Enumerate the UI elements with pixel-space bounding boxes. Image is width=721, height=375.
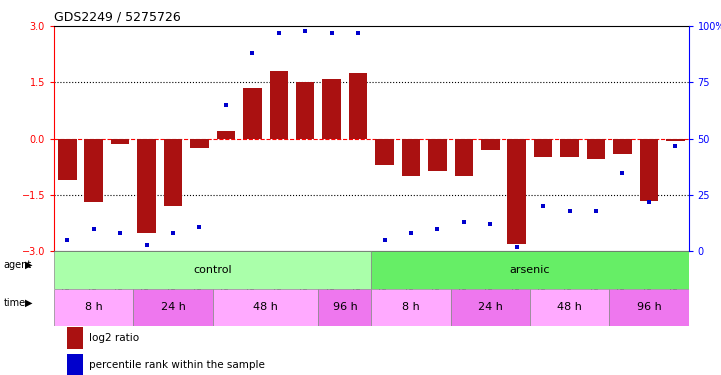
Text: ▶: ▶ bbox=[25, 297, 32, 307]
Point bbox=[247, 50, 258, 56]
Bar bbox=[84, 139, 103, 202]
Bar bbox=[613, 139, 632, 154]
Point bbox=[167, 230, 179, 236]
Bar bbox=[54, 289, 133, 326]
Point bbox=[564, 208, 575, 214]
Point bbox=[405, 230, 417, 236]
Text: 24 h: 24 h bbox=[478, 303, 503, 312]
Bar bbox=[451, 289, 530, 326]
Point bbox=[326, 30, 337, 36]
Text: time: time bbox=[4, 297, 26, 307]
Point bbox=[88, 226, 99, 232]
Point bbox=[379, 237, 390, 243]
Text: 8 h: 8 h bbox=[85, 303, 102, 312]
Bar bbox=[243, 88, 262, 139]
Bar bbox=[67, 354, 83, 375]
Bar bbox=[587, 139, 605, 159]
Point bbox=[115, 230, 126, 236]
Bar bbox=[67, 327, 83, 349]
Bar bbox=[402, 139, 420, 176]
Bar bbox=[111, 139, 129, 144]
Bar bbox=[560, 139, 579, 158]
Text: agent: agent bbox=[4, 260, 32, 270]
Point bbox=[485, 221, 496, 227]
Bar bbox=[216, 131, 235, 139]
Bar bbox=[54, 251, 371, 289]
Bar bbox=[137, 139, 156, 232]
Point bbox=[616, 170, 628, 176]
Point bbox=[537, 203, 549, 209]
Bar bbox=[213, 289, 319, 326]
Point bbox=[141, 242, 152, 248]
Bar bbox=[58, 139, 76, 180]
Bar bbox=[534, 139, 552, 158]
Bar bbox=[164, 139, 182, 206]
Point bbox=[299, 28, 311, 34]
Text: GDS2249 / 5275726: GDS2249 / 5275726 bbox=[54, 11, 181, 24]
Bar bbox=[371, 289, 451, 326]
Point bbox=[194, 224, 205, 230]
Bar bbox=[375, 139, 394, 165]
Text: 96 h: 96 h bbox=[637, 303, 661, 312]
Bar bbox=[322, 79, 341, 139]
Text: ▶: ▶ bbox=[25, 260, 32, 270]
Bar bbox=[270, 71, 288, 139]
Bar bbox=[530, 289, 609, 326]
Point bbox=[273, 30, 285, 36]
Bar bbox=[428, 139, 446, 171]
Text: percentile rank within the sample: percentile rank within the sample bbox=[89, 360, 265, 370]
Point bbox=[643, 199, 655, 205]
Bar bbox=[349, 73, 367, 139]
Bar bbox=[640, 139, 658, 201]
Point bbox=[220, 102, 231, 108]
Bar bbox=[609, 289, 689, 326]
Point bbox=[61, 237, 73, 243]
Bar bbox=[666, 139, 684, 141]
Point bbox=[590, 208, 602, 214]
Text: control: control bbox=[193, 265, 232, 275]
Text: 24 h: 24 h bbox=[161, 303, 185, 312]
Text: arsenic: arsenic bbox=[510, 265, 550, 275]
Bar bbox=[371, 251, 689, 289]
Text: 8 h: 8 h bbox=[402, 303, 420, 312]
Point bbox=[432, 226, 443, 232]
Bar bbox=[454, 139, 473, 176]
Text: 96 h: 96 h bbox=[332, 303, 357, 312]
Bar bbox=[296, 82, 314, 139]
Bar bbox=[508, 139, 526, 244]
Point bbox=[353, 30, 364, 36]
Text: log2 ratio: log2 ratio bbox=[89, 333, 139, 344]
Bar bbox=[133, 289, 213, 326]
Text: 48 h: 48 h bbox=[557, 303, 582, 312]
Point bbox=[511, 244, 523, 250]
Bar bbox=[319, 289, 371, 326]
Text: 48 h: 48 h bbox=[253, 303, 278, 312]
Point bbox=[458, 219, 469, 225]
Bar bbox=[190, 139, 208, 148]
Bar bbox=[481, 139, 500, 150]
Point bbox=[670, 142, 681, 148]
